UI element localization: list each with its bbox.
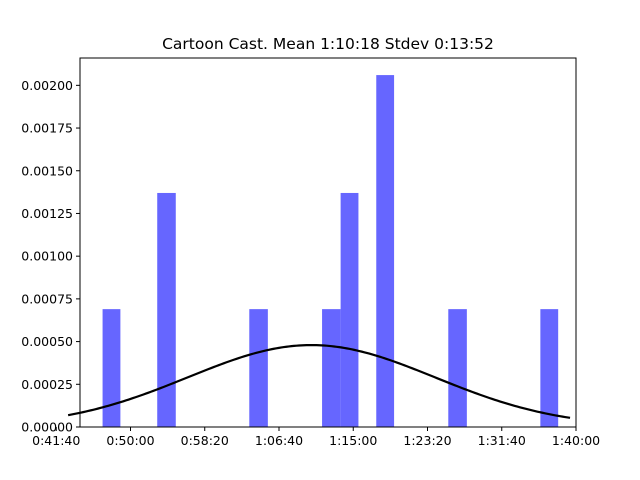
y-tick-label: 0.00200 (21, 78, 73, 93)
y-tick-label: 0.00125 (21, 206, 73, 221)
y-tick-label: 0.00025 (21, 377, 73, 392)
x-tick-label: 1:31:40 (478, 433, 526, 448)
histogram-bar (157, 192, 176, 427)
x-tick-label: 1:40:00 (552, 433, 600, 448)
x-tick-label: 1:15:00 (329, 433, 377, 448)
histogram-bar (448, 309, 467, 428)
y-tick-label: 0.00075 (21, 291, 73, 306)
x-tick-label: 1:06:40 (255, 433, 303, 448)
histogram-bars (102, 75, 559, 428)
normal-distribution-curve (67, 343, 571, 419)
y-tick-label: 0.00000 (21, 420, 73, 435)
y-tick-label: 0.00150 (21, 163, 73, 178)
histogram-bar (340, 192, 359, 427)
y-tick-label: 0.00100 (21, 249, 73, 264)
x-tick-label: 0:50:00 (106, 433, 154, 448)
y-axis: 0.00000 0.00025 0.00050 0.00075 0.00100 0.001… (21, 78, 80, 435)
plot-area-frame (79, 57, 577, 428)
histogram-bar (102, 309, 121, 428)
x-axis: 0:41:40 0:50:00 0:58:20 1:06:40 1:15:00 1:23:… (32, 427, 600, 448)
y-tick-label: 0.00175 (21, 121, 73, 136)
histogram-bar (540, 309, 559, 428)
x-tick-label: 0:58:20 (181, 433, 229, 448)
histogram-bar (249, 309, 268, 428)
y-tick-label: 0.00050 (21, 334, 73, 349)
x-tick-label: 0:41:40 (32, 433, 80, 448)
x-tick-label: 1:23:20 (403, 433, 451, 448)
chart-title: Cartoon Cast. Mean 1:10:18 Stdev 0:13:52 (162, 35, 494, 53)
histogram-bar (322, 309, 341, 428)
histogram-bar (376, 75, 395, 427)
